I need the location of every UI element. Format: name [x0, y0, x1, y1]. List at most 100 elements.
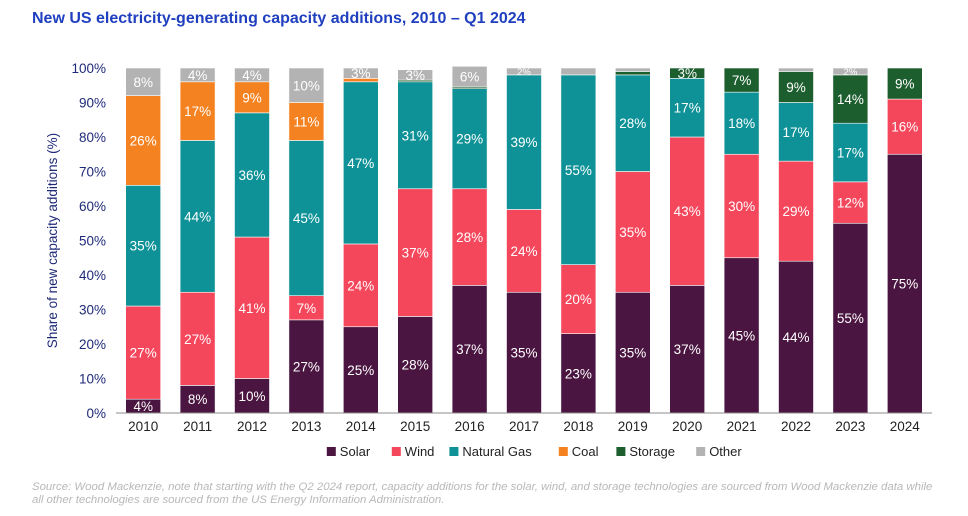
x-tick-label: 2013 — [291, 419, 321, 434]
bar-segment-solar — [669, 285, 706, 414]
bar-segment-wind — [342, 243, 379, 328]
chart-title: New US electricity-generating capacity a… — [32, 10, 526, 27]
bar-segment-natural-gas — [669, 78, 706, 138]
legend-label: Other — [709, 444, 742, 459]
bar-segment-storage — [669, 67, 706, 79]
data-label: 3% — [351, 66, 371, 81]
bar-segment-wind — [778, 160, 814, 262]
bar-segment-wind — [125, 305, 161, 400]
data-label: 17% — [674, 101, 701, 116]
bar-segment-other — [832, 67, 869, 76]
data-label: 37% — [674, 342, 701, 357]
bar-segment-natural-gas — [832, 122, 869, 183]
data-label: 16% — [891, 120, 918, 135]
data-label: 17% — [184, 104, 211, 119]
legend-swatch — [558, 447, 568, 456]
data-label: 45% — [293, 211, 320, 226]
data-label: 45% — [728, 328, 755, 343]
data-label: 35% — [619, 346, 646, 361]
bar-segment-coal — [234, 81, 270, 114]
data-label: 24% — [510, 244, 537, 259]
bar-segment-other — [506, 67, 542, 76]
y-tick-label: 50% — [79, 234, 106, 249]
data-label: 14% — [837, 92, 864, 107]
x-tick-label: 2018 — [563, 419, 593, 434]
bar-segment-other — [342, 67, 379, 79]
data-label: 2% — [844, 67, 858, 78]
data-label: 10% — [293, 78, 320, 93]
bar-segment-other — [560, 67, 597, 76]
bar-segment-natural-gas — [179, 140, 216, 293]
data-label: 18% — [728, 116, 755, 131]
bar-segment-coal — [125, 95, 161, 186]
legend-swatch — [696, 447, 706, 456]
data-label: 35% — [510, 346, 537, 361]
x-tick-label: 2023 — [835, 419, 865, 434]
bar-segment-other — [614, 67, 651, 72]
x-tick-label: 2024 — [890, 419, 921, 434]
data-label: 29% — [782, 204, 809, 219]
bar-segment-storage — [886, 67, 923, 100]
data-label: 41% — [238, 301, 265, 316]
data-label: 27% — [293, 359, 320, 374]
bar-segment-wind — [723, 153, 760, 259]
data-label: 43% — [674, 204, 701, 219]
bar-segment-wind — [179, 291, 216, 386]
y-tick-label: 90% — [79, 96, 106, 111]
data-label: 8% — [133, 75, 153, 90]
bar-segment-other — [179, 67, 216, 83]
bar-segment-wind — [614, 171, 651, 293]
source-note: Source: Wood Mackenzie, note that starti… — [32, 481, 933, 506]
data-label: 2% — [517, 67, 531, 78]
bar-segment-other — [451, 65, 488, 88]
bar-segment-other — [288, 67, 325, 103]
bar-segment-storage — [832, 74, 869, 124]
data-label: 12% — [837, 196, 864, 211]
x-tick-label: 2020 — [672, 419, 702, 434]
y-tick-label: 30% — [79, 303, 106, 318]
bar-segment-solar — [288, 319, 325, 414]
legend-swatch — [391, 447, 401, 456]
data-label: 75% — [891, 277, 918, 292]
bar-segment-wind — [288, 295, 325, 321]
data-label: 10% — [238, 389, 265, 404]
data-label: 3% — [677, 66, 697, 81]
x-tick-label: 2012 — [237, 419, 267, 434]
bar-segment-natural-gas — [234, 112, 270, 238]
y-tick-label: 100% — [71, 61, 106, 76]
bar-segment-natural-gas — [125, 185, 161, 307]
bar-segment-natural-gas — [560, 74, 597, 265]
bar-segment-solar — [614, 291, 651, 414]
bar-segment-natural-gas — [614, 74, 651, 172]
data-label: 7% — [297, 301, 317, 316]
y-tick-label: 10% — [79, 372, 106, 387]
x-tick-label: 2021 — [727, 419, 757, 434]
data-label: 7% — [732, 73, 752, 88]
legend-swatch — [616, 447, 626, 456]
data-label: 8% — [188, 392, 208, 407]
data-label: 17% — [782, 125, 809, 140]
data-label: 9% — [786, 80, 806, 95]
data-label: 44% — [184, 209, 211, 224]
x-tick-label: 2011 — [183, 419, 212, 434]
y-axis-title: Share of new capacity additions (%) — [45, 133, 60, 348]
data-label: 44% — [782, 330, 809, 345]
y-tick-label: 0% — [86, 406, 106, 421]
legend-label: Storage — [629, 444, 675, 459]
bar-segment-wind — [832, 181, 869, 224]
data-label: 31% — [402, 128, 429, 143]
bar-segment-other — [125, 67, 161, 96]
data-label: 47% — [347, 156, 374, 171]
data-label: 37% — [456, 342, 483, 357]
y-tick-label: 70% — [79, 165, 106, 180]
legend-label: Natural Gas — [462, 444, 532, 459]
data-label: 35% — [619, 225, 646, 240]
bar-segment-natural-gas — [342, 81, 379, 245]
data-label: 4% — [133, 399, 153, 414]
x-tick-label: 2017 — [509, 419, 539, 434]
data-label: 39% — [510, 135, 537, 150]
x-tick-label: 2014 — [346, 419, 377, 434]
legend-swatch — [449, 447, 459, 456]
data-label: 3% — [405, 68, 425, 83]
stacked-bar-chart: Share of new capacity additions (%) 0% 10%… — [45, 61, 932, 459]
